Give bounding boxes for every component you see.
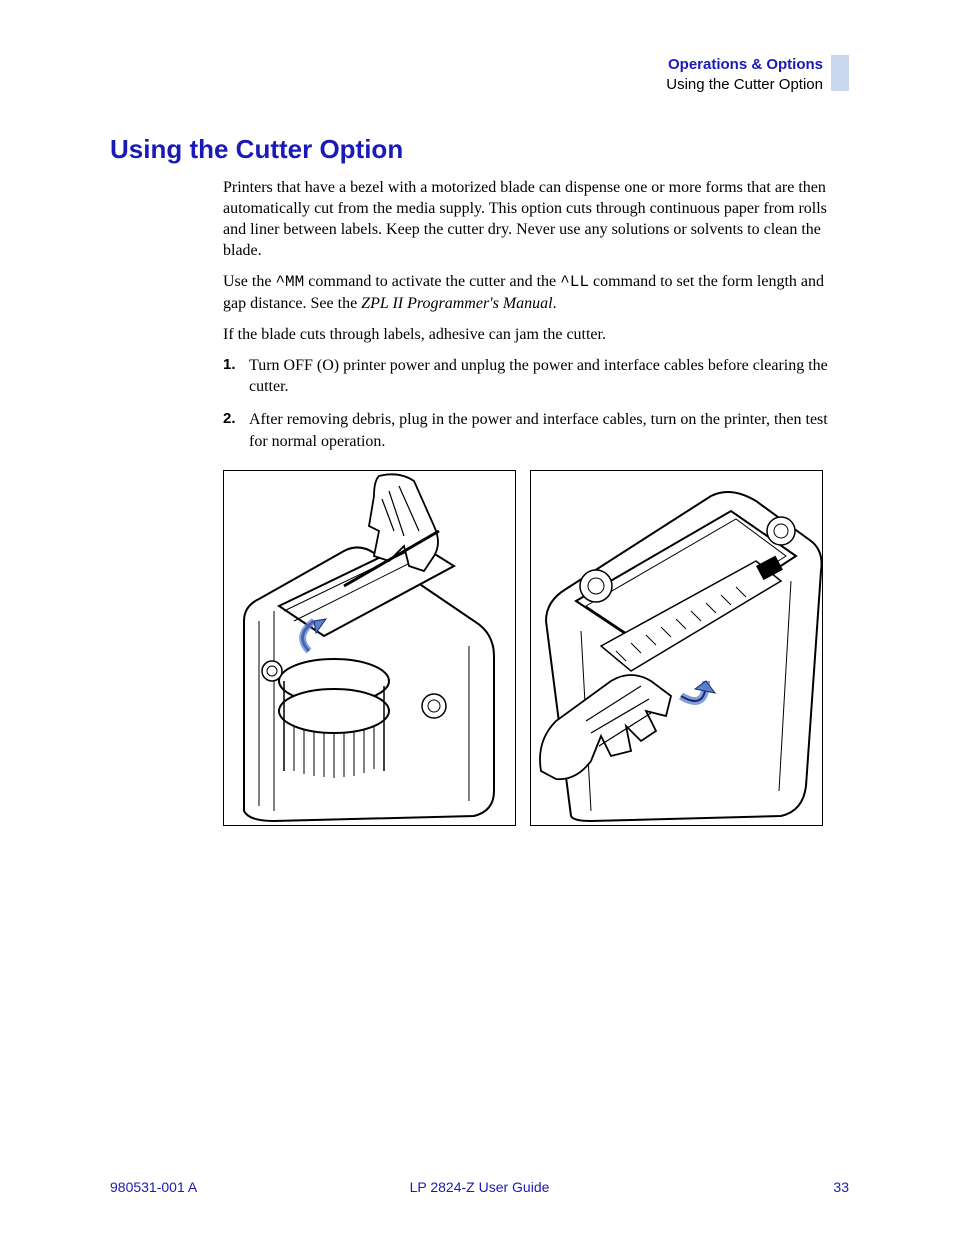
footer-page-number: 33 [833, 1179, 849, 1195]
footer-guide-title: LP 2824-Z User Guide [110, 1179, 849, 1195]
intro-paragraph: Printers that have a bezel with a motori… [223, 177, 849, 261]
manual-reference: ZPL II Programmer's Manual [361, 295, 552, 312]
figure-row [223, 470, 849, 826]
jam-warning-paragraph: If the blade cuts through labels, adhesi… [223, 324, 849, 345]
code-ll: ^LL [560, 273, 589, 291]
figure-clear-cutter [530, 470, 823, 826]
step-number: 2. [223, 409, 236, 429]
step-item: 1. Turn OFF (O) printer power and unplug… [223, 355, 849, 397]
text-fragment: Use the [223, 273, 275, 290]
header-section-title: Operations & Options [110, 55, 823, 75]
page-title: Using the Cutter Option [110, 134, 849, 165]
figure-open-cutter [223, 470, 516, 826]
step-text: Turn OFF (O) printer power and unplug th… [249, 357, 828, 395]
printer-open-illustration [224, 471, 516, 826]
step-item: 2. After removing debris, plug in the po… [223, 409, 849, 451]
step-number: 1. [223, 355, 236, 375]
page-footer: 980531-001 A LP 2824-Z User Guide 33 [110, 1179, 849, 1195]
code-mm: ^MM [275, 273, 304, 291]
footer-doc-id: 980531-001 A [110, 1179, 197, 1195]
text-fragment: command to activate the cutter and the [304, 273, 560, 290]
header-subsection-title: Using the Cutter Option [110, 75, 823, 95]
step-list: 1. Turn OFF (O) printer power and unplug… [223, 355, 849, 451]
step-text: After removing debris, plug in the power… [249, 411, 828, 449]
command-paragraph: Use the ^MM command to activate the cutt… [223, 271, 849, 314]
document-page: Operations & Options Using the Cutter Op… [0, 0, 954, 1235]
header-accent-box [831, 55, 849, 91]
printer-clear-illustration [531, 471, 823, 826]
page-header: Operations & Options Using the Cutter Op… [110, 55, 849, 96]
text-fragment: . [553, 295, 557, 312]
body-content: Printers that have a bezel with a motori… [223, 177, 849, 826]
